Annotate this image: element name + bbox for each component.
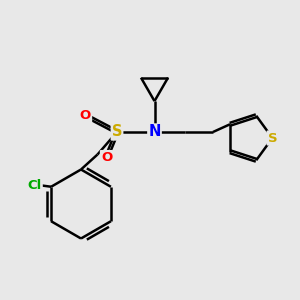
Text: Cl: Cl — [28, 179, 42, 192]
Text: O: O — [101, 151, 112, 164]
Text: S: S — [112, 124, 122, 140]
Text: O: O — [80, 109, 91, 122]
Text: S: S — [268, 131, 277, 145]
Text: N: N — [148, 124, 161, 140]
